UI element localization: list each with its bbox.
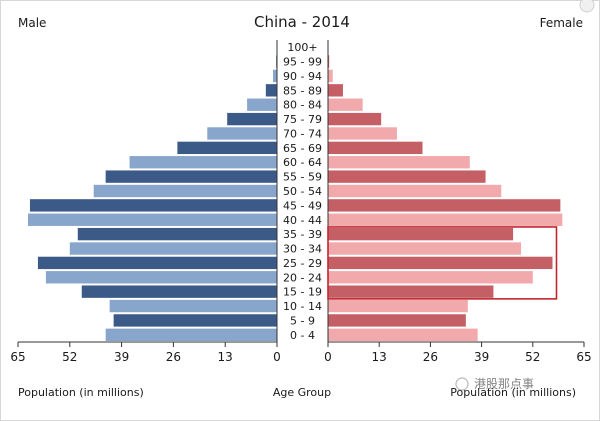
right-x-tick-label: 39 <box>474 350 489 364</box>
male-bar <box>109 299 278 313</box>
age-group-label: 65 - 69 <box>283 142 322 155</box>
age-group-label: 40 - 44 <box>283 214 322 227</box>
watermark: 港股那点事 <box>455 377 534 391</box>
male-bar <box>29 199 278 212</box>
left-x-tick-label: 52 <box>62 350 77 364</box>
age-group-label: 90 - 94 <box>283 70 322 83</box>
female-bar <box>328 69 333 83</box>
right-x-tick-label: 65 <box>576 350 591 364</box>
watermark-text: 港股那点事 <box>474 377 534 391</box>
age-group-label: 55 - 59 <box>283 171 322 184</box>
male-bar <box>27 213 278 226</box>
age-group-label: 100+ <box>287 41 317 54</box>
right-x-axis-label: Population (in millions) <box>450 386 576 399</box>
age-group-label: 70 - 74 <box>283 127 322 140</box>
right-x-tick-label: 26 <box>423 350 438 364</box>
age-group-label: 25 - 29 <box>283 257 322 270</box>
male-bar <box>265 84 277 97</box>
male-bar <box>105 170 278 183</box>
right-x-tick-label: 52 <box>525 350 540 364</box>
male-bar <box>69 242 277 255</box>
age-group-label: 30 - 34 <box>283 243 322 256</box>
female-bar <box>328 156 470 169</box>
highlight-box <box>327 226 558 300</box>
right-side-label: Female <box>540 16 583 30</box>
female-bar <box>328 314 466 327</box>
age-group-label: 35 - 39 <box>283 228 322 241</box>
female-bar <box>328 55 330 68</box>
female-bar <box>328 98 363 111</box>
age-group-label: 5 - 9 <box>290 314 315 327</box>
right-x-tick-label: 13 <box>372 350 387 364</box>
female-bar <box>328 256 553 270</box>
age-group-label: 0 - 4 <box>290 329 315 342</box>
age-group-label: 85 - 89 <box>283 84 322 97</box>
left-x-tick-label: 26 <box>166 350 181 364</box>
female-bar <box>328 299 468 313</box>
left-x-tick-label: 39 <box>114 350 129 364</box>
male-bar <box>113 314 277 327</box>
axes: 0 0 13 13 26 26 39 39 52 52 65 65 <box>10 40 592 364</box>
age-group-label: 80 - 84 <box>283 99 322 112</box>
male-bars <box>27 41 278 341</box>
female-bar <box>328 184 502 198</box>
left-x-tick-label: 65 <box>10 350 25 364</box>
male-bar <box>247 98 277 111</box>
age-group-label: 60 - 64 <box>283 156 322 169</box>
female-bar <box>328 328 478 341</box>
female-bar <box>328 170 486 183</box>
female-bar <box>328 271 533 284</box>
female-bar <box>328 199 561 212</box>
male-bar <box>45 271 278 284</box>
age-group-label: 50 - 54 <box>283 185 322 198</box>
female-bar <box>328 285 494 298</box>
right-x-tick-label: 0 <box>324 350 332 364</box>
female-bar <box>328 213 563 226</box>
male-bar <box>207 127 277 140</box>
left-x-tick-label: 0 <box>273 350 281 364</box>
female-bar <box>328 127 397 140</box>
female-bar <box>328 227 514 241</box>
male-bar <box>93 184 277 198</box>
left-side-label: Male <box>18 16 46 30</box>
female-bar <box>328 84 343 97</box>
highlight-rect <box>327 226 558 300</box>
watermark-icon <box>455 377 469 391</box>
male-bar <box>81 285 277 298</box>
female-bar <box>328 242 521 255</box>
left-x-tick-label: 13 <box>218 350 233 364</box>
chart-title: China - 2014 <box>254 13 350 31</box>
female-bar <box>328 141 423 155</box>
age-group-label: 95 - 99 <box>283 56 322 69</box>
center-axis-label: Age Group <box>273 386 331 399</box>
age-group-label: 75 - 79 <box>283 113 322 126</box>
male-bar <box>129 156 277 169</box>
female-bar <box>328 112 382 126</box>
age-group-label: 45 - 49 <box>283 199 322 212</box>
female-bars <box>328 41 563 341</box>
age-group-label: 15 - 19 <box>283 286 322 299</box>
corner-badge <box>579 0 595 13</box>
left-x-axis-label: Population (in millions) <box>18 386 144 399</box>
male-bar <box>227 112 277 126</box>
male-bar <box>37 256 277 270</box>
male-bar <box>77 227 278 241</box>
male-bar <box>105 328 278 341</box>
male-bar <box>273 69 277 83</box>
male-bar <box>177 141 277 155</box>
age-group-label: 10 - 14 <box>283 300 322 313</box>
age-group-label: 20 - 24 <box>283 271 322 284</box>
